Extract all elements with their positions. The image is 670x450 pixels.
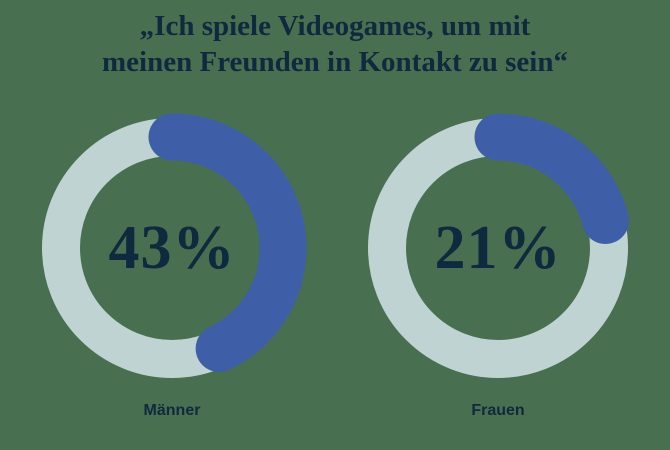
- chart-title-line1: „Ich spiele Videogames, um mit: [139, 10, 531, 42]
- donut-frauen: 21%: [358, 108, 638, 388]
- donut-svg-maenner: [37, 113, 307, 383]
- donut-percent-label: 43%: [108, 213, 236, 282]
- chart-title: „Ich spiele Videogames, um mit meinen Fr…: [0, 0, 670, 80]
- donut-percent-label: 21%: [434, 213, 562, 282]
- donut-value-arc: [363, 113, 633, 383]
- donut-value-arc: [37, 113, 307, 383]
- donut-category-label: Frauen: [471, 402, 525, 419]
- chart-title-line2: meinen Freunden in Kontakt zu sein“: [102, 46, 568, 78]
- donut-charts-row: 43% Männer 21% Frauen: [0, 108, 670, 420]
- donut-chart-frauen: 21% Frauen: [348, 108, 648, 420]
- donut-chart-maenner: 43% Männer: [22, 108, 322, 420]
- donut-category-label: Männer: [143, 402, 201, 419]
- donut-svg-frauen: [363, 113, 633, 383]
- donut-maenner: 43%: [32, 108, 312, 388]
